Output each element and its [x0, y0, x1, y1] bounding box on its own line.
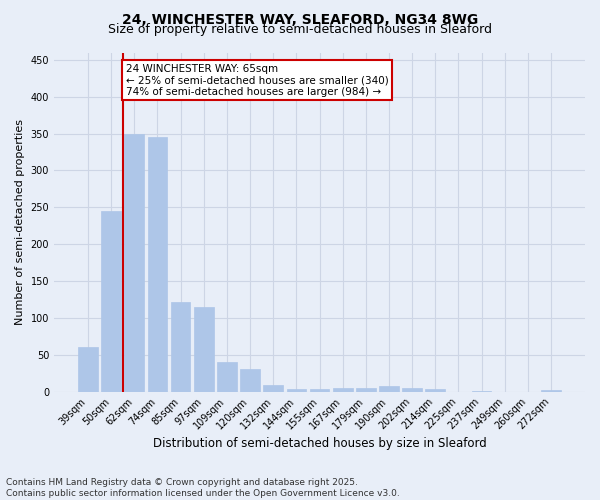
Bar: [217, 362, 237, 392]
Text: Contains HM Land Registry data © Crown copyright and database right 2025.
Contai: Contains HM Land Registry data © Crown c…: [6, 478, 400, 498]
Bar: [310, 388, 329, 392]
Bar: [541, 390, 561, 392]
Bar: [240, 370, 260, 392]
X-axis label: Distribution of semi-detached houses by size in Sleaford: Distribution of semi-detached houses by …: [152, 437, 487, 450]
Bar: [148, 138, 167, 392]
Bar: [171, 302, 190, 392]
Text: Size of property relative to semi-detached houses in Sleaford: Size of property relative to semi-detach…: [108, 22, 492, 36]
Bar: [425, 390, 445, 392]
Bar: [402, 388, 422, 392]
Bar: [356, 388, 376, 392]
Bar: [333, 388, 353, 392]
Text: 24, WINCHESTER WAY, SLEAFORD, NG34 8WG: 24, WINCHESTER WAY, SLEAFORD, NG34 8WG: [122, 12, 478, 26]
Bar: [194, 307, 214, 392]
Bar: [101, 211, 121, 392]
Y-axis label: Number of semi-detached properties: Number of semi-detached properties: [15, 119, 25, 325]
Bar: [379, 386, 399, 392]
Bar: [472, 391, 491, 392]
Bar: [287, 388, 306, 392]
Text: 24 WINCHESTER WAY: 65sqm
← 25% of semi-detached houses are smaller (340)
74% of : 24 WINCHESTER WAY: 65sqm ← 25% of semi-d…: [125, 64, 388, 97]
Bar: [124, 134, 144, 392]
Bar: [78, 348, 98, 392]
Bar: [263, 385, 283, 392]
